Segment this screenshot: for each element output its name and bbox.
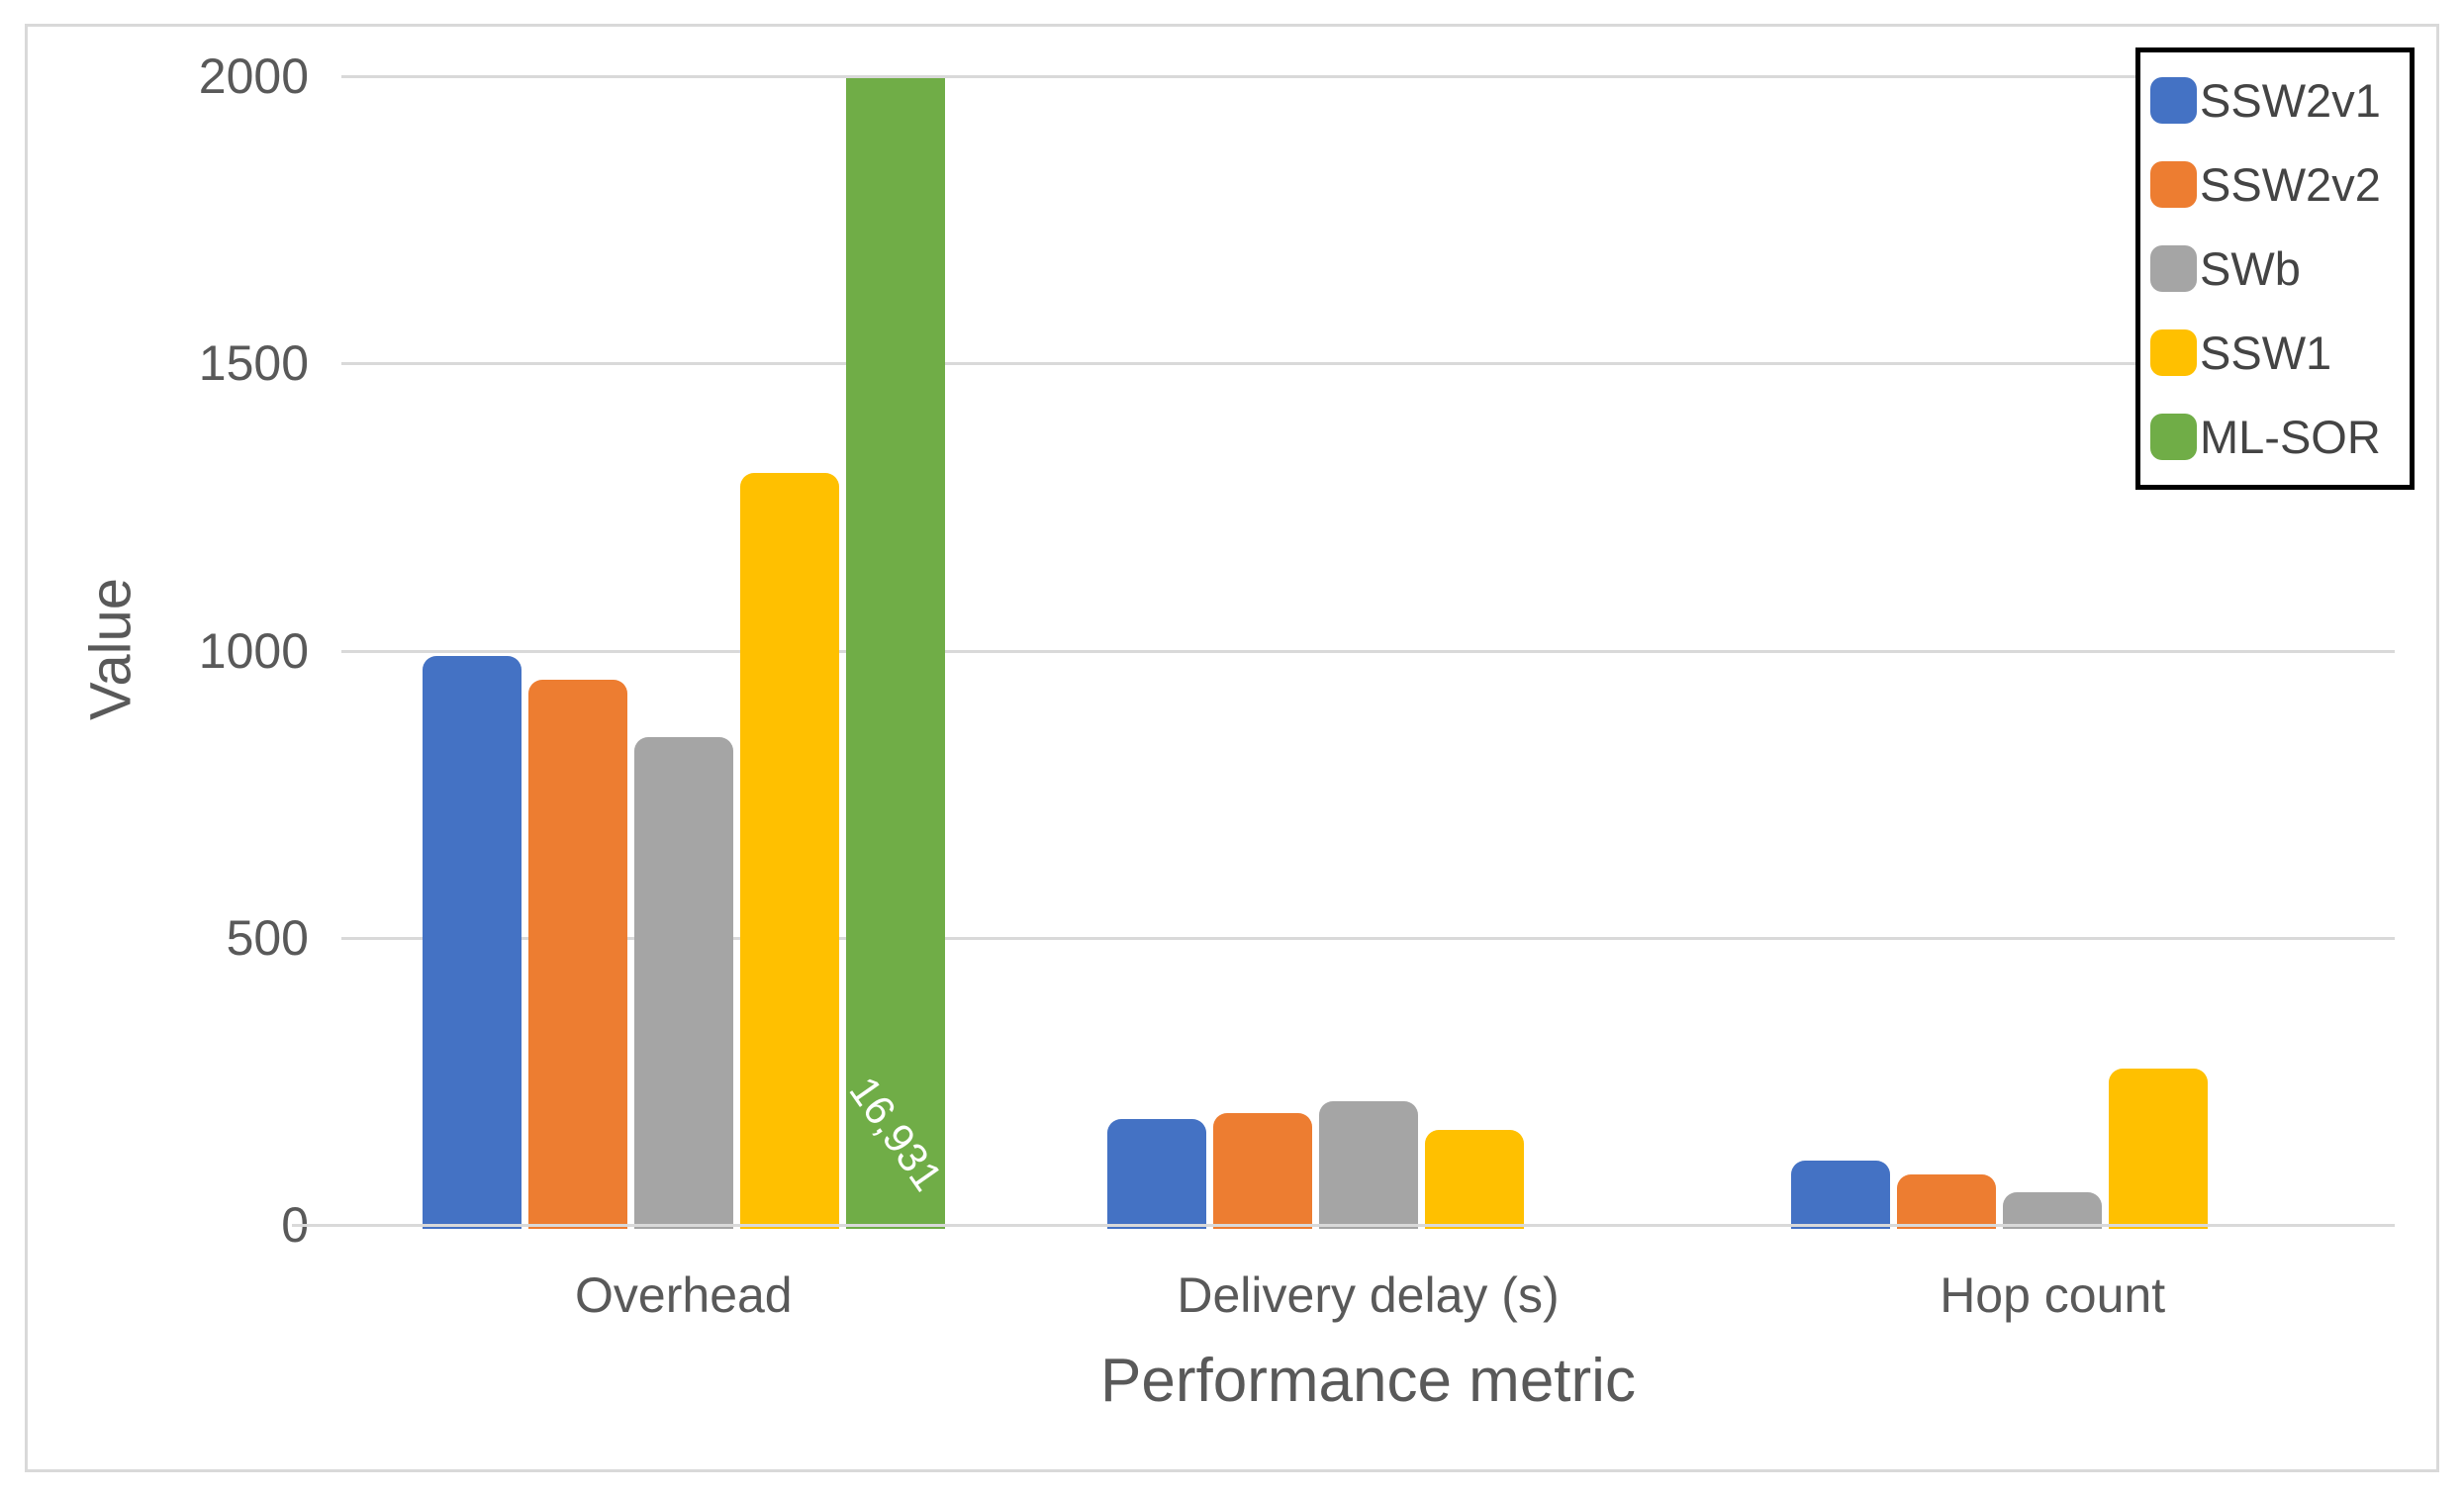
y-tick-label-1000: 1000 <box>198 622 309 679</box>
bar-ssw1-delivery-delay-s- <box>1424 1130 1524 1229</box>
bar-ssw2v1-delivery-delay-s- <box>1106 1118 1206 1229</box>
legend-swatch-icon <box>2150 77 2197 124</box>
bar-swb-hop-count <box>2003 1191 2103 1229</box>
category-label-delivery-delay-s-: Delivery delay (s) <box>1177 1267 1560 1323</box>
gridline-500 <box>341 936 2395 940</box>
legend-item-ssw2v2: SSW2v2 <box>2150 157 2410 212</box>
legend-label: SSW1 <box>2200 327 2332 379</box>
gridline-2000 <box>341 75 2395 78</box>
y-axis-title: Value <box>78 577 143 721</box>
legend-label: SSW2v2 <box>2200 158 2381 211</box>
category-label-hop-count: Hop count <box>1940 1267 2166 1323</box>
legend-item-ssw2v1: SSW2v1 <box>2150 73 2410 128</box>
x-axis-line <box>292 1224 2395 1227</box>
bar-ssw2v2-delivery-delay-s- <box>1212 1112 1312 1229</box>
legend-swatch-icon <box>2150 245 2197 292</box>
y-tick-label-1500: 1500 <box>198 335 309 392</box>
legend-label: ML-SOR <box>2200 411 2381 463</box>
gridline-1500 <box>341 362 2395 366</box>
legend-item-ml-sor: ML-SOR <box>2150 410 2410 464</box>
y-tick-label-0: 0 <box>281 1197 309 1253</box>
category-label-overhead: Overhead <box>575 1267 793 1323</box>
bar-ssw1-hop-count <box>2109 1068 2209 1229</box>
y-tick-label-500: 500 <box>226 909 309 966</box>
y-tick-label-2000: 2000 <box>198 48 309 104</box>
legend-swatch-icon <box>2150 161 2197 208</box>
legend-label: SSW2v1 <box>2200 74 2381 127</box>
bar-ssw2v1-hop-count <box>1791 1160 1891 1229</box>
x-axis-title: Performance metric <box>1100 1347 1636 1415</box>
legend-item-ssw1: SSW1 <box>2150 326 2410 380</box>
chart-outer-border <box>25 24 2439 1472</box>
bar-ssw2v1-overhead <box>422 656 521 1229</box>
legend-label: SWb <box>2200 242 2301 295</box>
legend-swatch-icon <box>2150 329 2197 376</box>
legend: SSW2v1 SSW2v2 SWb SSW1 ML-SOR <box>2135 47 2415 490</box>
bar-swb-overhead <box>633 736 733 1229</box>
bar-ssw2v2-hop-count <box>1897 1173 1997 1229</box>
bar-swb-delivery-delay-s- <box>1318 1101 1418 1229</box>
bar-ml-sor-overhead <box>845 78 945 1229</box>
legend-item-swb: SWb <box>2150 241 2410 296</box>
bar-ssw2v2-overhead <box>527 679 627 1229</box>
legend-swatch-icon <box>2150 414 2197 460</box>
bar-ssw1-overhead <box>739 472 839 1229</box>
gridline-1000 <box>341 649 2395 653</box>
